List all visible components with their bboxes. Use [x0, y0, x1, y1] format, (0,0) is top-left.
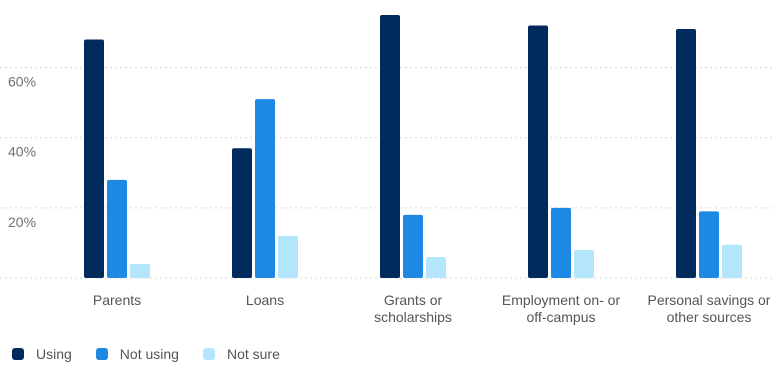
legend-label-not-sure: Not sure [226, 346, 280, 362]
legend-item-using[interactable]: Using [12, 346, 72, 362]
category-label: Grants or [384, 292, 443, 308]
category-label: scholarships [374, 309, 452, 325]
bar-using[interactable] [232, 148, 252, 278]
category-label: Parents [93, 292, 141, 308]
bar-not-sure[interactable] [278, 235, 298, 278]
bar-using[interactable] [380, 15, 400, 278]
legend-item-not-using[interactable]: Not using [95, 346, 179, 362]
bar-not-using[interactable] [699, 211, 719, 278]
legend-item-not-sure[interactable]: Not sure [202, 346, 280, 362]
bar-not-using[interactable] [403, 214, 423, 278]
y-tick-label: 20% [8, 214, 36, 230]
bar-not-sure[interactable] [426, 256, 446, 278]
bar-not-using[interactable] [551, 207, 571, 278]
category-label: Employment on- or [502, 292, 621, 308]
bars [84, 15, 742, 279]
bar-using[interactable] [676, 29, 696, 279]
category-label: off-campus [527, 309, 596, 325]
legend-swatch-using [12, 348, 24, 360]
category-label: Personal savings or [648, 292, 771, 308]
bar-using[interactable] [528, 25, 548, 278]
legend-swatch-not-using [95, 348, 108, 360]
legend-swatch-not-sure [202, 348, 215, 360]
grid-lines [0, 67, 775, 279]
category-label: other sources [667, 309, 752, 325]
bar-not-sure[interactable] [574, 249, 594, 278]
y-tick-label: 60% [8, 74, 36, 90]
legend-label-not-using: Not using [119, 346, 179, 362]
legend-label-using: Using [36, 346, 72, 362]
bar-not-sure[interactable] [722, 244, 742, 278]
bar-not-sure[interactable] [130, 263, 150, 278]
bar-not-using[interactable] [107, 179, 127, 278]
bar-using[interactable] [84, 39, 104, 278]
bar-not-using[interactable] [255, 99, 275, 279]
y-tick-label: 40% [8, 144, 36, 160]
y-axis-ticks: 20% 40% 60% [8, 74, 36, 230]
legend: Using Not using Not sure [12, 346, 304, 362]
category-label: Loans [246, 292, 284, 308]
